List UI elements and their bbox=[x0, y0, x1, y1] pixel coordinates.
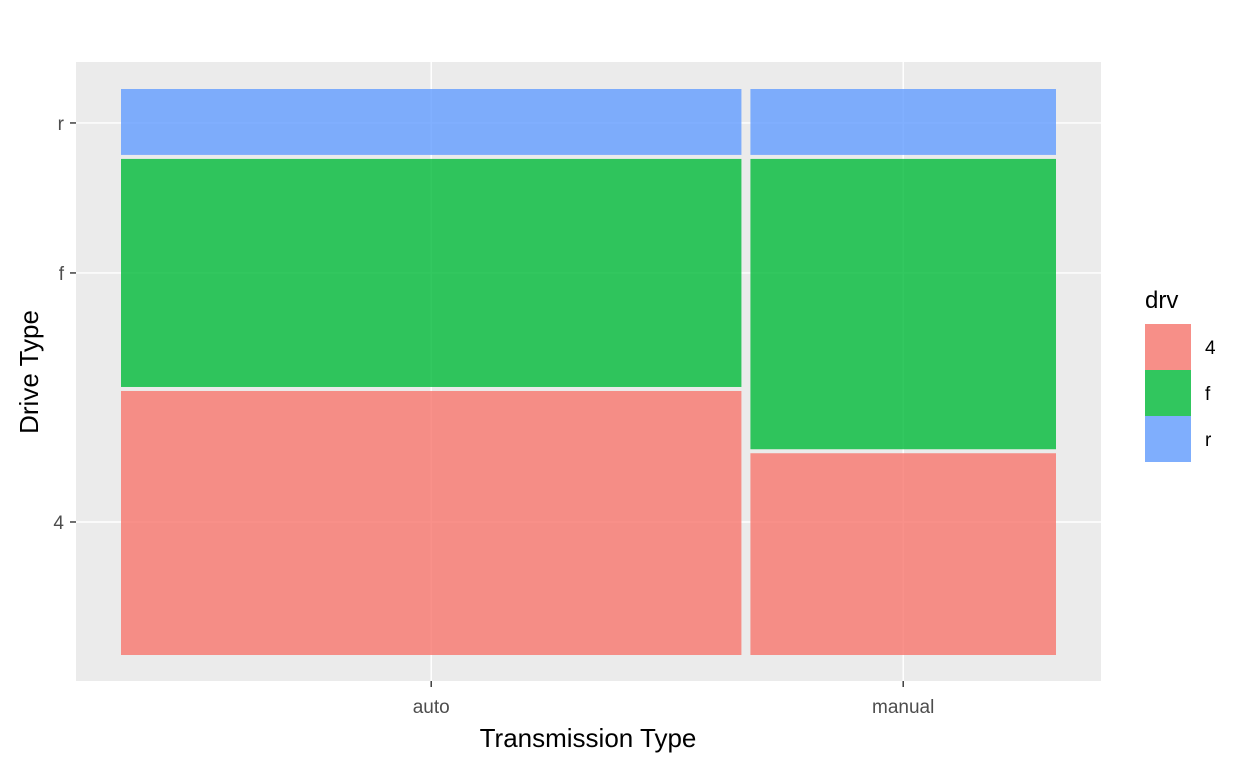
legend-label-r: r bbox=[1205, 430, 1212, 451]
y-axis-title: Drive Type bbox=[14, 310, 44, 434]
x-tick-label: auto bbox=[413, 697, 450, 718]
legend-key-4 bbox=[1145, 324, 1191, 370]
legend-label-4: 4 bbox=[1205, 338, 1216, 359]
y-tick-label: r bbox=[58, 114, 65, 135]
y-axis: 4 f r bbox=[53, 114, 76, 534]
legend-title: drv bbox=[1145, 287, 1178, 314]
mosaic-tile-auto-r bbox=[121, 89, 742, 155]
legend-key-r bbox=[1145, 416, 1191, 462]
mosaic-tiles bbox=[121, 89, 1056, 655]
legend-label-f: f bbox=[1205, 384, 1211, 405]
x-axis: auto manual bbox=[413, 681, 934, 718]
x-tick-label: manual bbox=[872, 697, 934, 718]
mosaic-tile-manual-r bbox=[750, 89, 1056, 155]
mosaic-tile-manual-4 bbox=[750, 453, 1056, 655]
mosaic-tile-manual-f bbox=[750, 158, 1056, 450]
x-axis-title: Transmission Type bbox=[480, 723, 697, 753]
legend-key-f bbox=[1145, 370, 1191, 416]
y-tick-label: f bbox=[59, 264, 65, 285]
y-tick-label: 4 bbox=[53, 513, 64, 534]
legend: drv 4 f r bbox=[1145, 287, 1216, 462]
mosaic-tile-auto-4 bbox=[121, 390, 742, 655]
mosaic-tile-auto-f bbox=[121, 158, 742, 387]
